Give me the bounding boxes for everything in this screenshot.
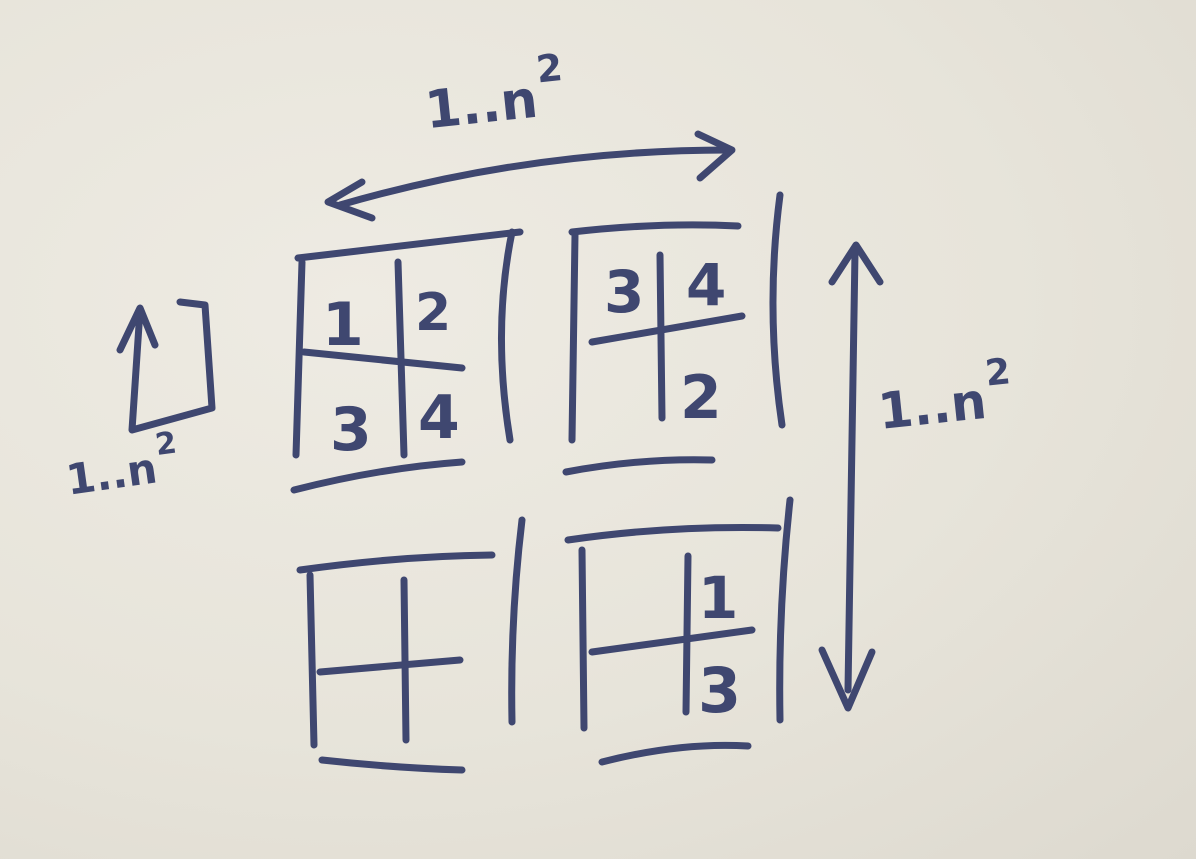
vertical-range-arrow	[818, 241, 884, 712]
block-bottom-right	[564, 496, 794, 766]
digits-top-left: 1 2 3 4	[322, 283, 460, 465]
single-cell-loop	[116, 298, 216, 434]
digits-bottom-right: 1 3	[698, 564, 741, 727]
block-top-left	[290, 228, 524, 494]
digits-top-right: 3 4 2	[604, 251, 726, 433]
block-bottom-left	[296, 516, 526, 774]
cell-digit: 3	[330, 395, 372, 465]
cell-digit: 3	[604, 258, 644, 326]
cell-digit: 1	[322, 290, 364, 360]
cell-digit: 1	[698, 564, 738, 632]
cell-digit: 2	[415, 283, 451, 343]
cell-digit: 3	[698, 654, 741, 727]
cell-digit: 4	[686, 251, 726, 319]
block-top-right	[562, 191, 786, 476]
cell-digit: 2	[680, 363, 722, 433]
cell-digit: 4	[418, 383, 460, 453]
horizontal-range-arrow	[324, 130, 736, 222]
